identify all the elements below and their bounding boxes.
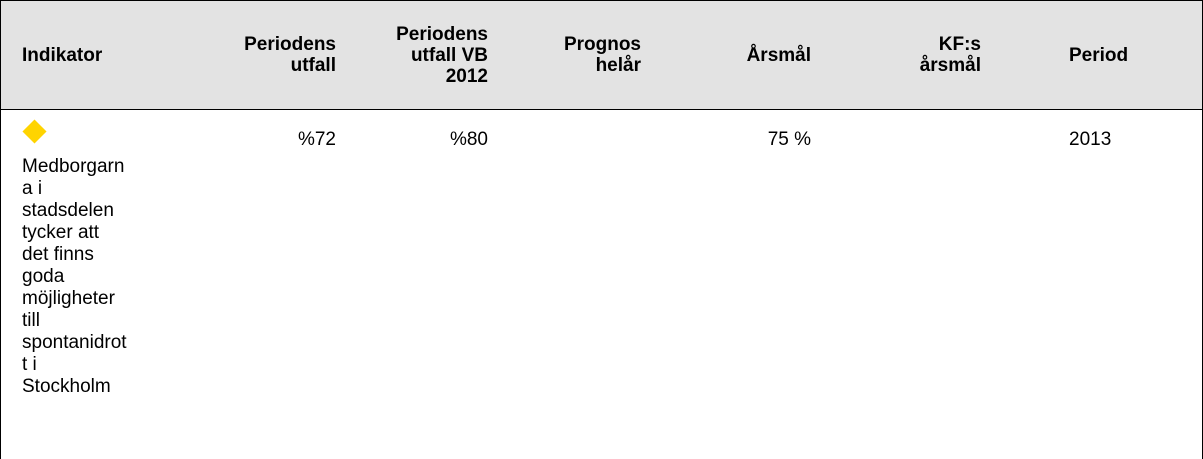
value-cell: %72 bbox=[297, 129, 336, 150]
header-text: KF:s årsmål bbox=[919, 34, 981, 76]
header-cell: Periodens utfall bbox=[176, 1, 346, 110]
header-cell: Årsmål bbox=[651, 1, 821, 110]
header-text: Periodens utfall bbox=[244, 34, 336, 76]
header-text: Indikator bbox=[22, 44, 103, 66]
indicator-cell: Medborgarna i stadsdelen tycker att det … bbox=[1, 110, 176, 399]
header-text: Period bbox=[1069, 44, 1129, 66]
data-row: Medborgarna i stadsdelen tycker att det … bbox=[1, 110, 1202, 399]
header-row: Indikator Periodens utfall Periodens utf… bbox=[1, 1, 1202, 110]
header-cell: KF:s årsmål bbox=[821, 1, 991, 110]
header-cell: Indikator bbox=[1, 1, 176, 110]
header-cell: Prognos helår bbox=[498, 1, 651, 110]
value-cell: 75 % bbox=[767, 129, 811, 150]
indicator-table: Indikator Periodens utfall Periodens utf… bbox=[1, 1, 1202, 398]
header-cell: Periodens utfall VB 2012 bbox=[346, 1, 498, 110]
value-cell bbox=[498, 110, 651, 399]
value-cell bbox=[821, 110, 991, 399]
header-cell: Period bbox=[991, 1, 1202, 110]
header-text: Årsmål bbox=[746, 44, 811, 66]
value-cell: %80 bbox=[449, 129, 488, 150]
period-cell: 2013 bbox=[1069, 129, 1112, 150]
indicator-text: Medborgarna i stadsdelen tycker att det … bbox=[22, 156, 127, 397]
header-text: Periodens utfall VB 2012 bbox=[396, 23, 488, 87]
yellow-diamond bbox=[22, 119, 47, 144]
header-text: Prognos helår bbox=[563, 34, 641, 76]
status-icon bbox=[22, 118, 176, 156]
